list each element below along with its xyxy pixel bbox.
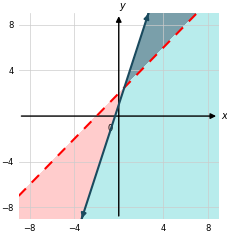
Text: x: x [220,111,226,121]
Text: 0: 0 [107,124,113,133]
Text: y: y [119,1,124,11]
